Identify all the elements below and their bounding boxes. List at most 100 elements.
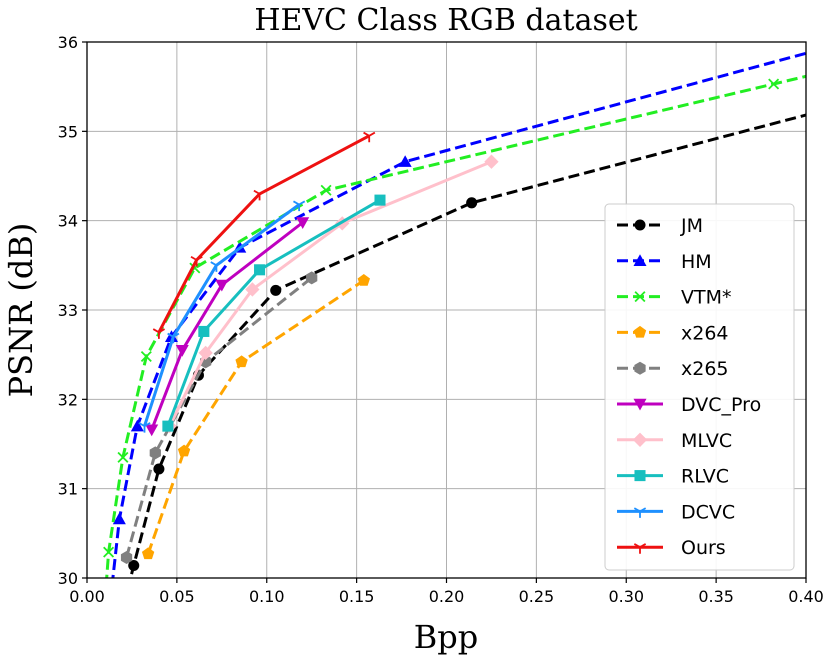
series-mlvc	[162, 154, 499, 434]
series-rlvc	[162, 194, 386, 432]
data-point-vtm	[97, 645, 107, 655]
legend-item-jm: JM	[617, 215, 703, 237]
legend-item-mlvc: MLVC	[617, 430, 732, 452]
legend-item-vtm: VTM*	[617, 287, 732, 309]
series-group	[97, 51, 806, 655]
series-ours	[152, 131, 376, 339]
data-point-ours	[253, 189, 266, 201]
legend-label: JM	[680, 215, 703, 237]
chart-title: HEVC Class RGB dataset	[254, 3, 637, 38]
data-point-dvc-pro	[296, 217, 310, 229]
legend-label: DVC_Pro	[681, 394, 761, 416]
x-tick-label: 0.40	[788, 587, 824, 606]
data-point-rlvc	[374, 194, 386, 206]
data-point-rlvc	[198, 325, 210, 337]
data-point-x264	[141, 547, 155, 560]
legend-item-rlvc: RLVC	[617, 466, 729, 488]
legend-item-hm: HM	[617, 251, 712, 273]
data-point-vtm	[768, 78, 780, 90]
data-point-x265	[306, 271, 318, 285]
legend-label: x265	[681, 358, 729, 380]
y-tick-label: 35	[58, 122, 78, 141]
data-point-x264	[235, 355, 248, 368]
legend-label: DCVC	[681, 501, 735, 523]
data-point-hm	[98, 643, 111, 655]
legend-marker-dcvc	[633, 507, 647, 518]
legend-label: RLVC	[681, 466, 729, 488]
data-point-ours	[190, 255, 203, 267]
x-axis-label: Bpp	[414, 618, 478, 655]
series-line-x265	[125, 276, 313, 558]
y-tick-label: 31	[58, 480, 78, 499]
legend: JM HM VTM* x264 x265 DVC_Pro MLVC RLVC DCVC Ours	[604, 203, 795, 571]
legend-marker-jm	[634, 219, 646, 231]
data-point-rlvc	[162, 420, 174, 432]
data-point-dcvc	[138, 422, 151, 433]
x-tick-label: 0.10	[249, 587, 285, 606]
x-tick-label: 0.20	[429, 587, 465, 606]
legend-marker-ours	[633, 543, 647, 554]
x-tick-label: 0.25	[519, 587, 555, 606]
data-point-mlvc	[245, 282, 260, 297]
y-tick-label: 30	[58, 569, 78, 588]
data-point-jm	[128, 559, 140, 572]
legend-label: VTM*	[681, 287, 732, 309]
data-point-x264	[357, 274, 370, 286]
series-line-ours	[157, 134, 370, 333]
x-tick-label: 0.30	[608, 587, 644, 606]
series-line-x264	[146, 279, 365, 555]
data-point-dvc-pro	[175, 345, 189, 357]
data-point-dvc-pro	[145, 424, 159, 437]
series-line-vtm	[105, 74, 806, 578]
data-point-dcvc	[167, 332, 180, 344]
data-point-hm	[112, 512, 126, 525]
ticks: 0.00 0.05 0.10 0.15 0.20 0.25 0.30 0.35 0.40 30 31…	[58, 33, 824, 606]
x-tick-label: 0.15	[339, 587, 375, 606]
y-tick-label: 34	[58, 212, 78, 231]
legend-marker-mlvc	[632, 432, 648, 447]
series-line-dcvc	[143, 203, 300, 427]
data-point-rlvc	[254, 264, 266, 276]
legend-item-ours: Ours	[617, 537, 726, 559]
series-dvc-pro	[145, 217, 310, 437]
legend-marker-vtm	[634, 291, 646, 303]
legend-item-x264: x264	[617, 322, 729, 344]
legend-item-dvc-pro: DVC_Pro	[617, 394, 761, 416]
series-line-rlvc	[166, 198, 381, 427]
data-point-vtm	[320, 184, 332, 196]
series-vtm	[97, 74, 806, 655]
x-tick-label: 0.35	[698, 587, 734, 606]
legend-marker-rlvc	[634, 470, 646, 482]
data-point-x265	[149, 446, 161, 460]
legend-marker-hm	[633, 254, 647, 266]
data-point-jm	[153, 463, 165, 475]
legend-marker-dvc-pro	[633, 398, 647, 411]
data-point-hm	[398, 155, 412, 167]
x-tick-label: 0.00	[69, 587, 105, 606]
data-point-vtm	[140, 350, 152, 362]
data-point-dcvc	[293, 200, 306, 212]
legend-marker-x265	[634, 361, 646, 375]
legend-label: MLVC	[681, 430, 732, 452]
legend-label: Ours	[681, 537, 726, 559]
y-tick-label: 32	[58, 390, 78, 409]
data-point-ours	[363, 131, 376, 143]
data-point-dcvc	[210, 261, 223, 272]
legend-marker-x264	[633, 325, 647, 338]
legend-label: HM	[681, 251, 712, 273]
series-line-dvc-pro	[150, 221, 304, 431]
series-x264	[141, 274, 370, 560]
y-tick-label: 33	[58, 301, 78, 320]
series-dcvc	[138, 200, 306, 433]
legend-item-x265: x265	[617, 358, 729, 380]
data-point-vtm	[117, 451, 129, 463]
y-tick-label: 36	[58, 33, 78, 52]
data-point-mlvc	[484, 154, 499, 169]
data-point-jm	[466, 197, 478, 209]
data-point-x264	[177, 444, 191, 457]
data-point-vtm	[103, 546, 115, 558]
legend-item-dcvc: DCVC	[617, 501, 735, 523]
y-axis-label: PSNR (dB)	[2, 223, 40, 398]
data-point-x265	[120, 550, 133, 564]
